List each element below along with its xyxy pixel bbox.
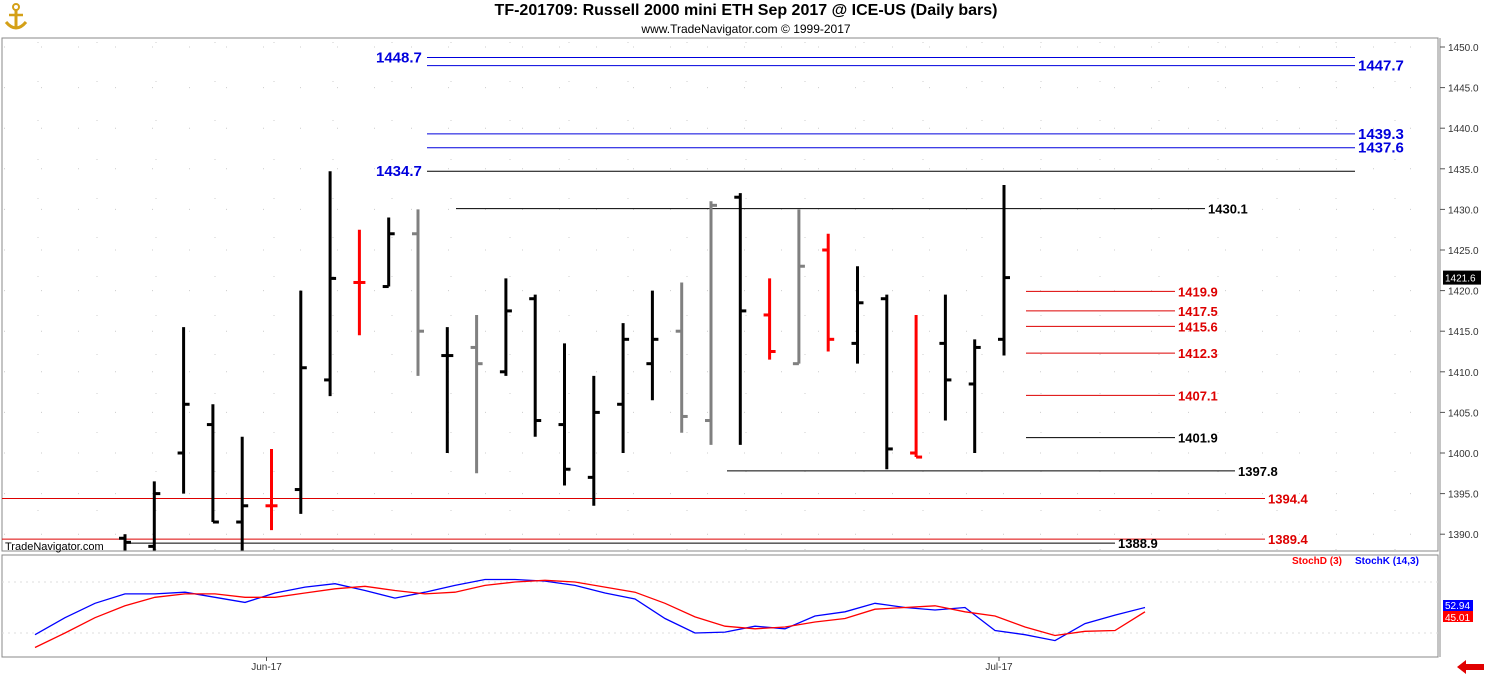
ohlc-bar bbox=[675, 282, 688, 433]
x-tick-label: Jun-17 bbox=[251, 662, 282, 673]
ohlc-bar bbox=[822, 233, 835, 352]
y-tick-label: 1420.0 bbox=[1448, 287, 1479, 298]
y-tick-label: 1410.0 bbox=[1448, 368, 1479, 379]
ohlc-bar bbox=[851, 266, 864, 364]
level-label: 1439.3 bbox=[1358, 126, 1404, 143]
ohlc-bar bbox=[236, 436, 249, 551]
stoch-k-line bbox=[34, 578, 1146, 642]
ohlc-bar bbox=[939, 294, 952, 421]
ohlc-bar bbox=[441, 327, 454, 453]
ohlc-bar bbox=[617, 323, 630, 453]
ohlc-bar bbox=[646, 290, 659, 401]
level-label: 1434.7 bbox=[376, 163, 422, 180]
y-tick-label: 1440.0 bbox=[1448, 124, 1479, 135]
stoch-panel-frame bbox=[1, 554, 1439, 658]
ohlc-bar bbox=[734, 193, 747, 445]
level-label: 1401.9 bbox=[1178, 431, 1218, 446]
level-label: 1388.9 bbox=[1118, 536, 1158, 551]
y-tick-label: 1430.0 bbox=[1448, 205, 1479, 216]
ohlc-bar bbox=[470, 314, 483, 474]
level-label: 1447.7 bbox=[1358, 58, 1404, 75]
watermark-label: TradeNavigator.com bbox=[5, 541, 104, 553]
ohlc-bar bbox=[412, 209, 424, 376]
y-tick-label: 1400.0 bbox=[1448, 449, 1479, 460]
stoch-k-value-box bbox=[1443, 600, 1473, 611]
y-tick-label: 1390.0 bbox=[1448, 530, 1479, 541]
ohlc-bar bbox=[206, 404, 219, 524]
stoch-d-value-box bbox=[1443, 611, 1473, 622]
level-label: 1419.9 bbox=[1178, 284, 1218, 299]
ohlc-bar bbox=[587, 375, 600, 506]
ohlc-bar bbox=[558, 343, 571, 486]
stoch-d-legend: StochD (3) bbox=[1292, 556, 1342, 567]
ohlc-bar bbox=[910, 314, 923, 459]
level-label: 1415.6 bbox=[1178, 319, 1218, 334]
ohlc-bar bbox=[177, 327, 190, 494]
ohlc-bar bbox=[265, 448, 278, 531]
last-price-box bbox=[1443, 270, 1481, 285]
ohlc-bar bbox=[294, 290, 307, 514]
level-label: 1430.1 bbox=[1208, 202, 1248, 217]
anchor-logo-icon bbox=[4, 3, 28, 30]
price-grid bbox=[4, 42, 1438, 551]
y-tick-label: 1435.0 bbox=[1448, 165, 1479, 176]
chart-title: TF-201709: Russell 2000 mini ETH Sep 201… bbox=[494, 2, 998, 19]
level-label: 1397.8 bbox=[1238, 464, 1278, 479]
ohlc-bar bbox=[998, 185, 1010, 356]
level-label: 1417.5 bbox=[1178, 304, 1218, 319]
ohlc-bar bbox=[968, 339, 981, 453]
y-tick-label: 1415.0 bbox=[1448, 327, 1479, 338]
ohlc-bar bbox=[353, 229, 366, 336]
x-tick-label: Jul-17 bbox=[985, 662, 1013, 673]
ohlc-bar bbox=[119, 534, 131, 551]
y-tick-label: 1450.0 bbox=[1448, 43, 1479, 54]
level-label: 1448.7 bbox=[376, 50, 422, 67]
stoch-d-line bbox=[34, 579, 1146, 649]
stoch-d-value: 45.01 bbox=[1445, 613, 1470, 624]
level-label: 1437.6 bbox=[1358, 140, 1404, 157]
stoch-k-legend: StochK (14,3) bbox=[1355, 556, 1419, 567]
price-panel-frame bbox=[1, 37, 1439, 552]
y-tick-label: 1445.0 bbox=[1448, 84, 1479, 95]
ohlc-bar bbox=[382, 217, 395, 289]
level-label: 1412.3 bbox=[1178, 346, 1218, 361]
level-label: 1389.4 bbox=[1268, 532, 1309, 547]
ohlc-bar bbox=[324, 171, 337, 397]
ohlc-bar bbox=[792, 209, 805, 366]
level-label: 1394.4 bbox=[1268, 491, 1309, 506]
y-tick-label: 1425.0 bbox=[1448, 246, 1479, 257]
y-tick-label: 1395.0 bbox=[1448, 490, 1479, 501]
ohlc-bar bbox=[880, 294, 893, 470]
ohlc-bar bbox=[148, 481, 161, 551]
last-price-label: 1421.6 bbox=[1445, 274, 1476, 285]
stoch-k-value: 52.94 bbox=[1445, 601, 1470, 612]
y-tick-label: 1405.0 bbox=[1448, 408, 1479, 419]
ohlc-bar bbox=[529, 294, 542, 437]
ohlc-bar bbox=[705, 201, 717, 445]
ohlc-bar bbox=[763, 278, 776, 360]
level-label: 1407.1 bbox=[1178, 388, 1218, 403]
chart-subtitle: www.TradeNavigator.com © 1999-2017 bbox=[641, 22, 851, 36]
scroll-left-arrow-icon bbox=[1457, 660, 1484, 674]
ohlc-bar bbox=[499, 278, 512, 376]
